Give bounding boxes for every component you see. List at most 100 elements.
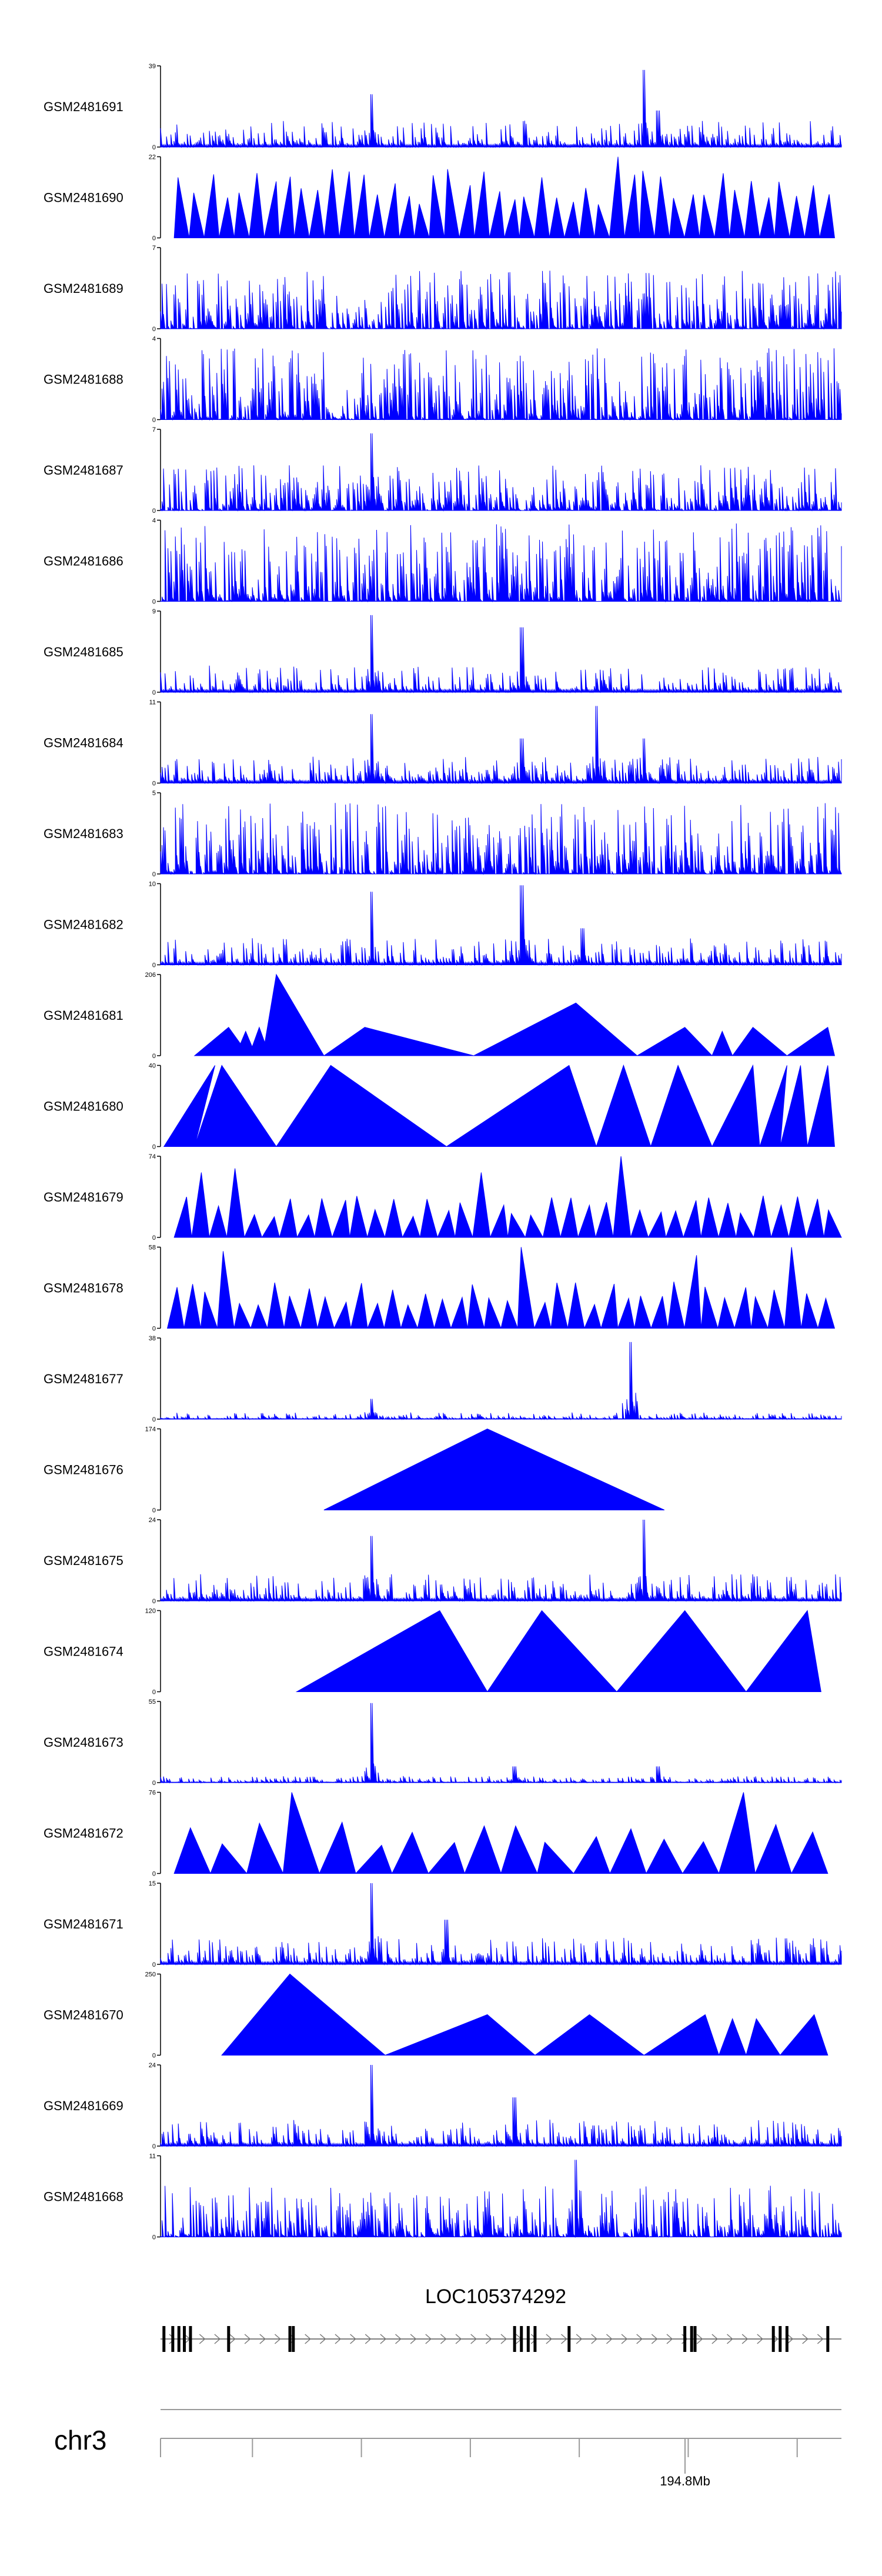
strand-arrow	[289, 2334, 296, 2344]
strand-arrow	[485, 2334, 492, 2344]
track-label: GSM2481687	[44, 463, 123, 478]
track-GSM2481681: GSM2481681 206 0	[44, 972, 836, 1060]
y-max-label: 58	[149, 1244, 156, 1252]
coverage-area	[160, 1703, 842, 1784]
y-min-label: 0	[152, 1507, 156, 1514]
track-label: GSM2481671	[44, 1917, 123, 1931]
gene-name-label: LOC105374292	[425, 2285, 566, 2308]
y-min-label: 0	[152, 1053, 156, 1060]
coverage-area	[160, 1883, 842, 1966]
track-label: GSM2481678	[44, 1281, 123, 1296]
track-GSM2481670: GSM2481670 250 0	[44, 1971, 828, 2060]
strand-arrow	[666, 2334, 673, 2344]
exon	[288, 2326, 292, 2352]
strand-arrow	[410, 2334, 417, 2344]
y-min-label: 0	[152, 1871, 156, 1878]
strand-arrow	[757, 2334, 763, 2344]
strand-arrow	[591, 2334, 597, 2344]
track-GSM2481690: GSM2481690 22 0	[44, 154, 835, 242]
exon	[520, 2326, 523, 2352]
y-min-label: 0	[152, 2053, 156, 2060]
track-label: GSM2481672	[44, 1826, 123, 1841]
strand-arrow	[621, 2334, 628, 2344]
track-GSM2481689: GSM2481689 7 0	[44, 245, 842, 333]
track-GSM2481688: GSM2481688 4 0	[44, 336, 842, 424]
strand-arrow	[576, 2334, 583, 2344]
track-label: GSM2481676	[44, 1463, 123, 1477]
strand-arrow	[802, 2334, 808, 2344]
strand-arrow	[470, 2334, 477, 2344]
track-label: GSM2481681	[44, 1008, 123, 1023]
coverage-area	[173, 1156, 842, 1238]
y-max-label: 206	[145, 972, 156, 979]
strand-arrow	[199, 2334, 206, 2344]
strand-arrow	[500, 2334, 507, 2344]
track-GSM2481669: GSM2481669 24 0	[44, 2062, 842, 2150]
strand-arrow	[546, 2334, 553, 2344]
track-label: GSM2481683	[44, 826, 123, 841]
y-min-label: 0	[152, 1234, 156, 1242]
track-GSM2481683: GSM2481683 5 0	[44, 790, 842, 878]
track-label: GSM2481677	[44, 1372, 123, 1386]
y-min-label: 0	[152, 1780, 156, 1787]
y-max-label: 4	[152, 518, 156, 525]
strand-arrow	[365, 2334, 372, 2344]
track-GSM2481672: GSM2481672 76 0	[44, 1790, 828, 1878]
exon	[183, 2326, 186, 2352]
gene-model	[161, 2326, 841, 2352]
y-max-label: 9	[152, 608, 156, 615]
y-max-label: 5	[152, 790, 156, 797]
y-min-label: 0	[152, 1598, 156, 1605]
track-GSM2481674: GSM2481674 120 0	[44, 1608, 821, 1696]
y-max-label: 38	[149, 1335, 156, 1342]
y-min-label: 0	[152, 780, 156, 788]
track-GSM2481668: GSM2481668 11 0	[44, 2153, 842, 2241]
track-GSM2481677: GSM2481677 38 0	[44, 1335, 842, 1423]
y-max-label: 10	[149, 881, 156, 888]
coverage-area	[160, 1519, 842, 1602]
track-GSM2481684: GSM2481684 11 0	[44, 699, 842, 788]
y-max-label: 76	[149, 1790, 156, 1797]
exon	[567, 2326, 571, 2352]
track-label: GSM2481685	[44, 645, 123, 659]
track-label: GSM2481684	[44, 736, 123, 750]
exon	[177, 2326, 181, 2352]
track-label: GSM2481673	[44, 1735, 123, 1750]
coverage-area	[221, 1973, 828, 2056]
coverage-tracks: GSM2481691390GSM2481690220GSM248168970GS…	[44, 63, 842, 2241]
strand-arrow	[455, 2334, 462, 2344]
track-label: GSM2481688	[44, 372, 123, 387]
strand-arrow	[229, 2334, 236, 2344]
y-max-label: 55	[149, 1699, 156, 1706]
strand-arrow	[169, 2334, 176, 2344]
track-GSM2481678: GSM2481678 58 0	[44, 1244, 836, 1333]
coverage-area	[173, 1792, 828, 1874]
strand-arrow	[274, 2334, 281, 2344]
y-min-label: 0	[152, 417, 156, 424]
strand-arrow	[425, 2334, 432, 2344]
y-min-label: 0	[152, 144, 156, 151]
coverage-area	[160, 2160, 842, 2238]
gene-track: LOC105374292	[161, 2285, 841, 2352]
exon	[162, 2326, 166, 2352]
coverage-area	[193, 973, 836, 1056]
y-max-label: 11	[149, 2153, 156, 2160]
track-label: GSM2481669	[44, 2098, 123, 2113]
exon	[771, 2326, 775, 2352]
coverage-area	[173, 156, 835, 238]
ruler-ticks	[160, 2438, 798, 2474]
exon	[533, 2326, 537, 2352]
track-label: GSM2481686	[44, 554, 123, 569]
strand-arrow	[817, 2334, 824, 2344]
track-label: GSM2481682	[44, 917, 123, 932]
y-max-label: 120	[145, 1608, 156, 1615]
track-label: GSM2481674	[44, 1644, 123, 1659]
track-GSM2481679: GSM2481679 74 0	[44, 1153, 842, 1242]
strand-arrow	[606, 2334, 613, 2344]
y-min-label: 0	[152, 1689, 156, 1696]
exon	[171, 2326, 175, 2352]
strand-arrow	[727, 2334, 733, 2344]
coverage-area	[160, 615, 842, 693]
y-min-label: 0	[152, 2234, 156, 2241]
track-label: GSM2481675	[44, 1553, 123, 1568]
